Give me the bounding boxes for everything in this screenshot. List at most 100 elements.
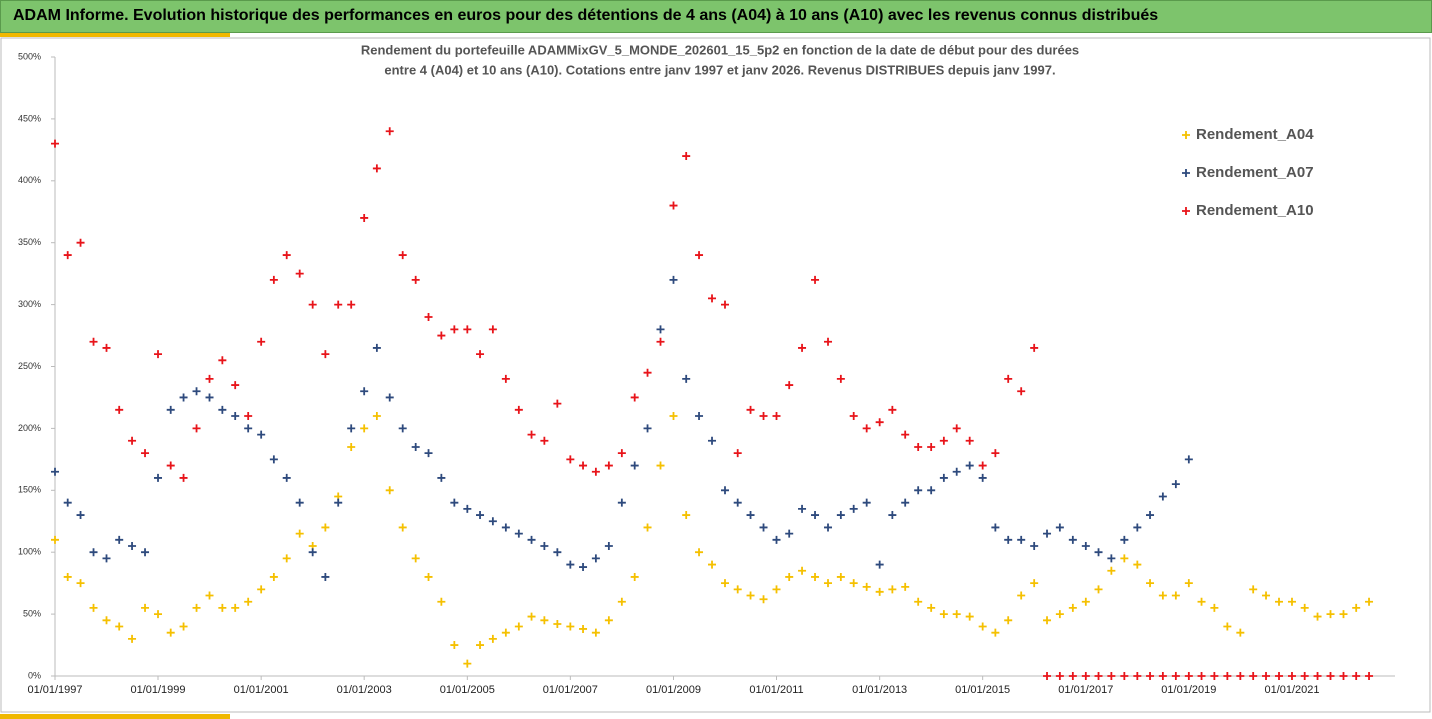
legend-marker [1182,131,1190,139]
y-tick-label: 50% [23,608,41,618]
point [630,393,639,402]
accent-bar [0,33,230,37]
point [875,418,884,427]
point [630,572,639,581]
point [669,412,678,421]
point [514,405,523,414]
point [1030,343,1039,352]
point [269,275,278,284]
point [875,587,884,596]
point [51,535,59,544]
legend-label: Rendement_A04 [1196,126,1314,143]
point [901,582,910,591]
chart-title: entre 4 (A04) et 10 ans (A10). Cotations… [384,62,1055,77]
point [604,616,613,625]
point [888,405,897,414]
point [128,436,137,445]
point [102,343,111,352]
point [398,251,407,260]
point [437,597,446,606]
point [372,343,381,352]
point [501,523,510,532]
point [656,325,665,334]
point [1197,597,1206,606]
point [372,412,381,421]
point [888,511,897,520]
point [656,337,665,346]
point [154,610,163,619]
point [1055,610,1064,619]
point [836,572,845,581]
point [1120,554,1129,563]
point [115,405,124,414]
point [836,511,845,520]
point [476,641,485,650]
point [398,523,407,532]
point [1352,672,1361,680]
point [695,412,704,421]
y-tick-label: 400% [18,175,41,185]
point [385,486,394,495]
point [1146,672,1155,680]
point [1210,603,1219,612]
point [978,622,987,631]
header-bar: ADAM Informe. Evolution historique des p… [0,0,1432,33]
point [669,275,678,284]
point [385,393,394,402]
point [321,350,330,359]
point [411,275,420,284]
point [540,542,549,551]
point [257,430,266,439]
point [1184,455,1193,464]
point [1030,542,1039,551]
point [591,467,600,476]
point [540,616,549,625]
point [798,343,807,352]
point [128,634,137,643]
point [617,498,626,507]
point [411,554,420,563]
point [295,498,304,507]
point [154,350,163,359]
x-tick-label: 01/01/1999 [130,684,185,696]
chart-frame [0,37,1431,713]
point [669,201,678,210]
x-tick-label: 01/01/2005 [440,684,495,696]
point [1300,672,1309,680]
y-tick-label: 100% [18,547,41,557]
point [308,300,317,309]
point [1313,672,1322,680]
point [437,331,446,340]
point [1107,554,1116,563]
point [1223,672,1232,680]
point [282,251,291,260]
legend-label: Rendement_A07 [1196,164,1314,181]
point [89,603,98,612]
point [617,597,626,606]
point [51,467,59,476]
point [1287,672,1296,680]
point [244,424,253,433]
x-tick-label: 01/01/2009 [646,684,701,696]
point [244,412,253,421]
point [1094,672,1103,680]
point [1158,591,1167,600]
point [1094,548,1103,557]
point [89,337,98,346]
point [682,374,691,383]
point [334,300,343,309]
point [617,449,626,458]
point [411,442,420,451]
point [695,548,704,557]
point [347,442,356,451]
y-tick-label: 300% [18,299,41,309]
y-tick-label: 250% [18,361,41,371]
point [360,424,369,433]
point [798,566,807,575]
point [1249,672,1258,680]
point [463,325,472,334]
header-title: ADAM Informe. Evolution historique des p… [13,7,1159,24]
point [76,511,85,520]
point [321,523,330,532]
point [437,473,446,482]
